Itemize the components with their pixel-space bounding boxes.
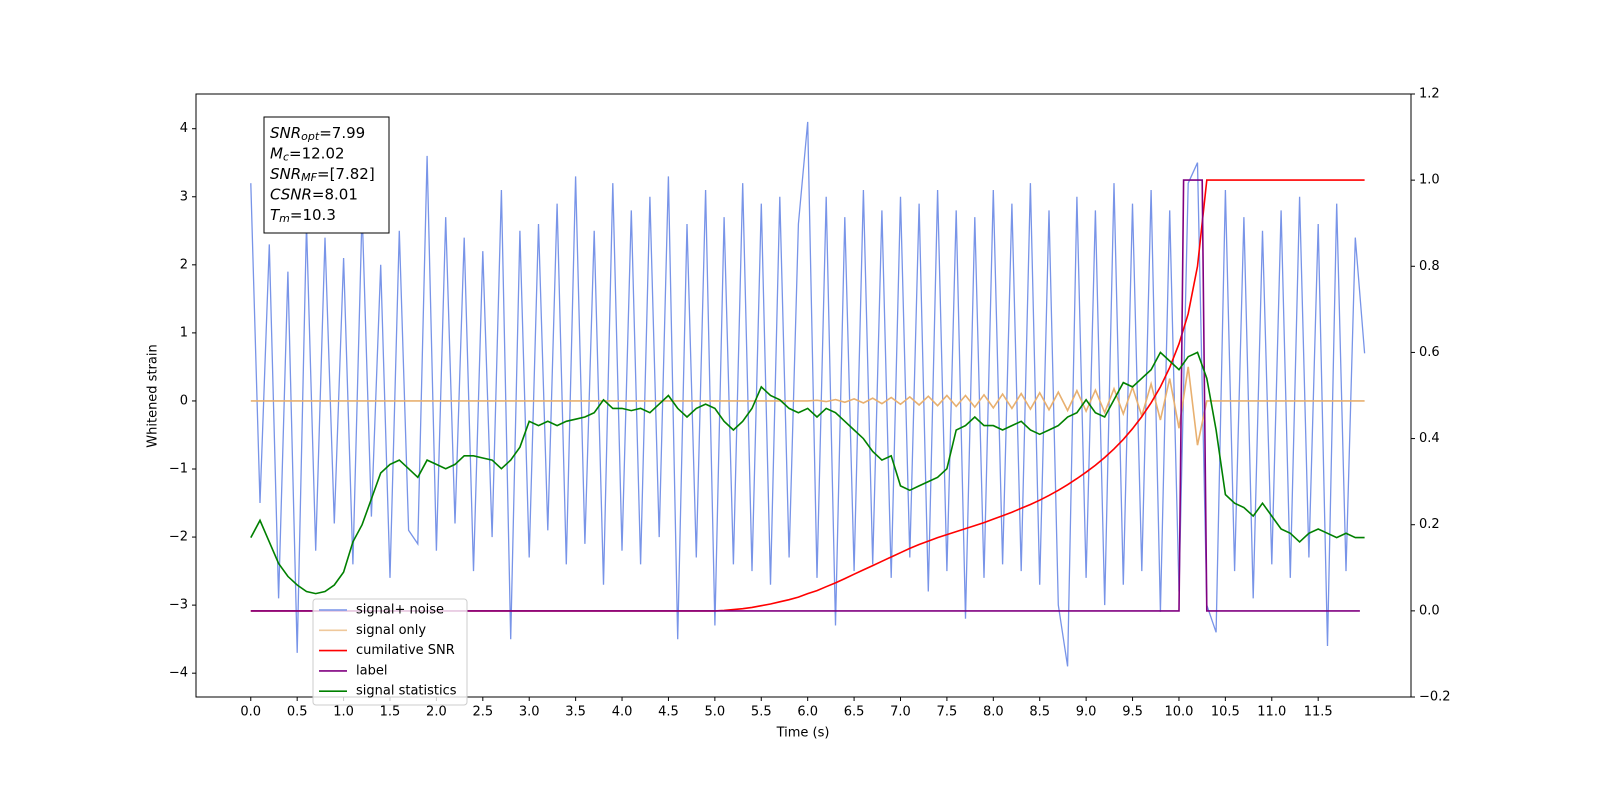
y-tick-label: 0 (180, 393, 188, 408)
legend-label: cumilative SNR (356, 643, 455, 658)
x-tick-label: 1.5 (380, 705, 401, 720)
annotation-symbol: CSNR (270, 185, 312, 203)
y2-tick-label: 1.0 (1419, 173, 1440, 188)
legend-label: signal statistics (356, 684, 457, 699)
y-tick-label: −1 (169, 462, 188, 477)
y-tick-label: −4 (169, 666, 188, 681)
x-tick-label: 7.0 (890, 705, 911, 720)
annotation: Mc=12.02 (270, 144, 345, 164)
y2-tick-label: 0.6 (1419, 345, 1440, 360)
x-tick-label: 4.0 (612, 705, 633, 720)
legend-label: signal+ noise (356, 603, 444, 618)
y-tick-label: −3 (169, 598, 188, 613)
annotation-symbol: SNR (270, 165, 301, 183)
x-tick-label: 8.0 (983, 705, 1004, 720)
annotation-subscript: MF (301, 171, 317, 184)
x-tick-label: 4.5 (658, 705, 679, 720)
y2-tick-label: −0.2 (1419, 690, 1451, 705)
y2-tick-label: 0.2 (1419, 517, 1440, 532)
y2-tick-label: 0.8 (1419, 259, 1440, 274)
legend-label: label (356, 663, 387, 678)
legend-label: signal only (356, 623, 426, 638)
annotation-text: =[7.82] (317, 165, 375, 183)
legend-box (312, 598, 468, 706)
x-tick-label: 10.5 (1211, 705, 1240, 720)
y-axis-label: Whitened strain (146, 344, 161, 447)
x-tick-label: 5.0 (705, 705, 726, 720)
x-tick-label: 8.5 (1029, 705, 1050, 720)
series-line (250, 351, 1365, 595)
x-tick-label: 11.5 (1304, 705, 1333, 720)
annotation-text: =10.3 (290, 206, 336, 224)
x-tick-label: 9.0 (1076, 705, 1097, 720)
x-tick-label: 0.0 (240, 705, 261, 720)
annotation-text: =8.01 (312, 185, 358, 203)
annotation-symbol: SNR (270, 124, 301, 142)
x-axis-label: Time (s) (776, 726, 830, 741)
x-tick-label: 10.0 (1164, 705, 1193, 720)
x-tick-label: 1.0 (333, 705, 354, 720)
annotation: CSNR=8.01 (270, 185, 358, 203)
x-tick-label: 9.5 (1122, 705, 1143, 720)
annotation-box (263, 116, 390, 234)
y2-tick-label: 1.2 (1419, 87, 1440, 102)
series-line (250, 179, 1360, 612)
x-tick-label: 6.5 (844, 705, 865, 720)
y-tick-label: 4 (180, 121, 188, 136)
series-line (250, 179, 1365, 612)
series-line (250, 121, 1366, 667)
y-tick-label: 2 (180, 257, 188, 272)
annotation-subscript: opt (301, 130, 320, 143)
plot-frame (195, 93, 1412, 698)
x-tick-label: 5.5 (751, 705, 772, 720)
x-tick-label: 0.5 (287, 705, 308, 720)
x-tick-label: 3.5 (565, 705, 586, 720)
x-tick-label: 7.5 (937, 705, 958, 720)
annotation-text: =12.02 (289, 144, 345, 162)
x-tick-label: 11.0 (1257, 705, 1286, 720)
y-tick-label: 3 (180, 189, 188, 204)
y-tick-label: 1 (180, 325, 188, 340)
y2-tick-label: 0.4 (1419, 431, 1440, 446)
annotation-symbol: T (270, 206, 281, 224)
annotation: SNRMF=[7.82] (270, 165, 375, 185)
x-tick-label: 2.5 (472, 705, 493, 720)
annotation-symbol: M (270, 144, 283, 162)
annotation-text: =7.99 (319, 124, 365, 142)
y-tick-label: −2 (169, 530, 188, 545)
y2-tick-label: 0.0 (1419, 603, 1440, 618)
series-line (250, 366, 1365, 446)
annotation-subscript: c (283, 151, 289, 164)
x-tick-label: 6.0 (797, 705, 818, 720)
annotation: Tm=10.3 (270, 206, 336, 226)
x-tick-label: 3.0 (519, 705, 540, 720)
x-tick-label: 2.0 (426, 705, 447, 720)
annotation-subscript: m (279, 212, 290, 225)
annotation: SNRopt=7.99 (270, 124, 365, 144)
